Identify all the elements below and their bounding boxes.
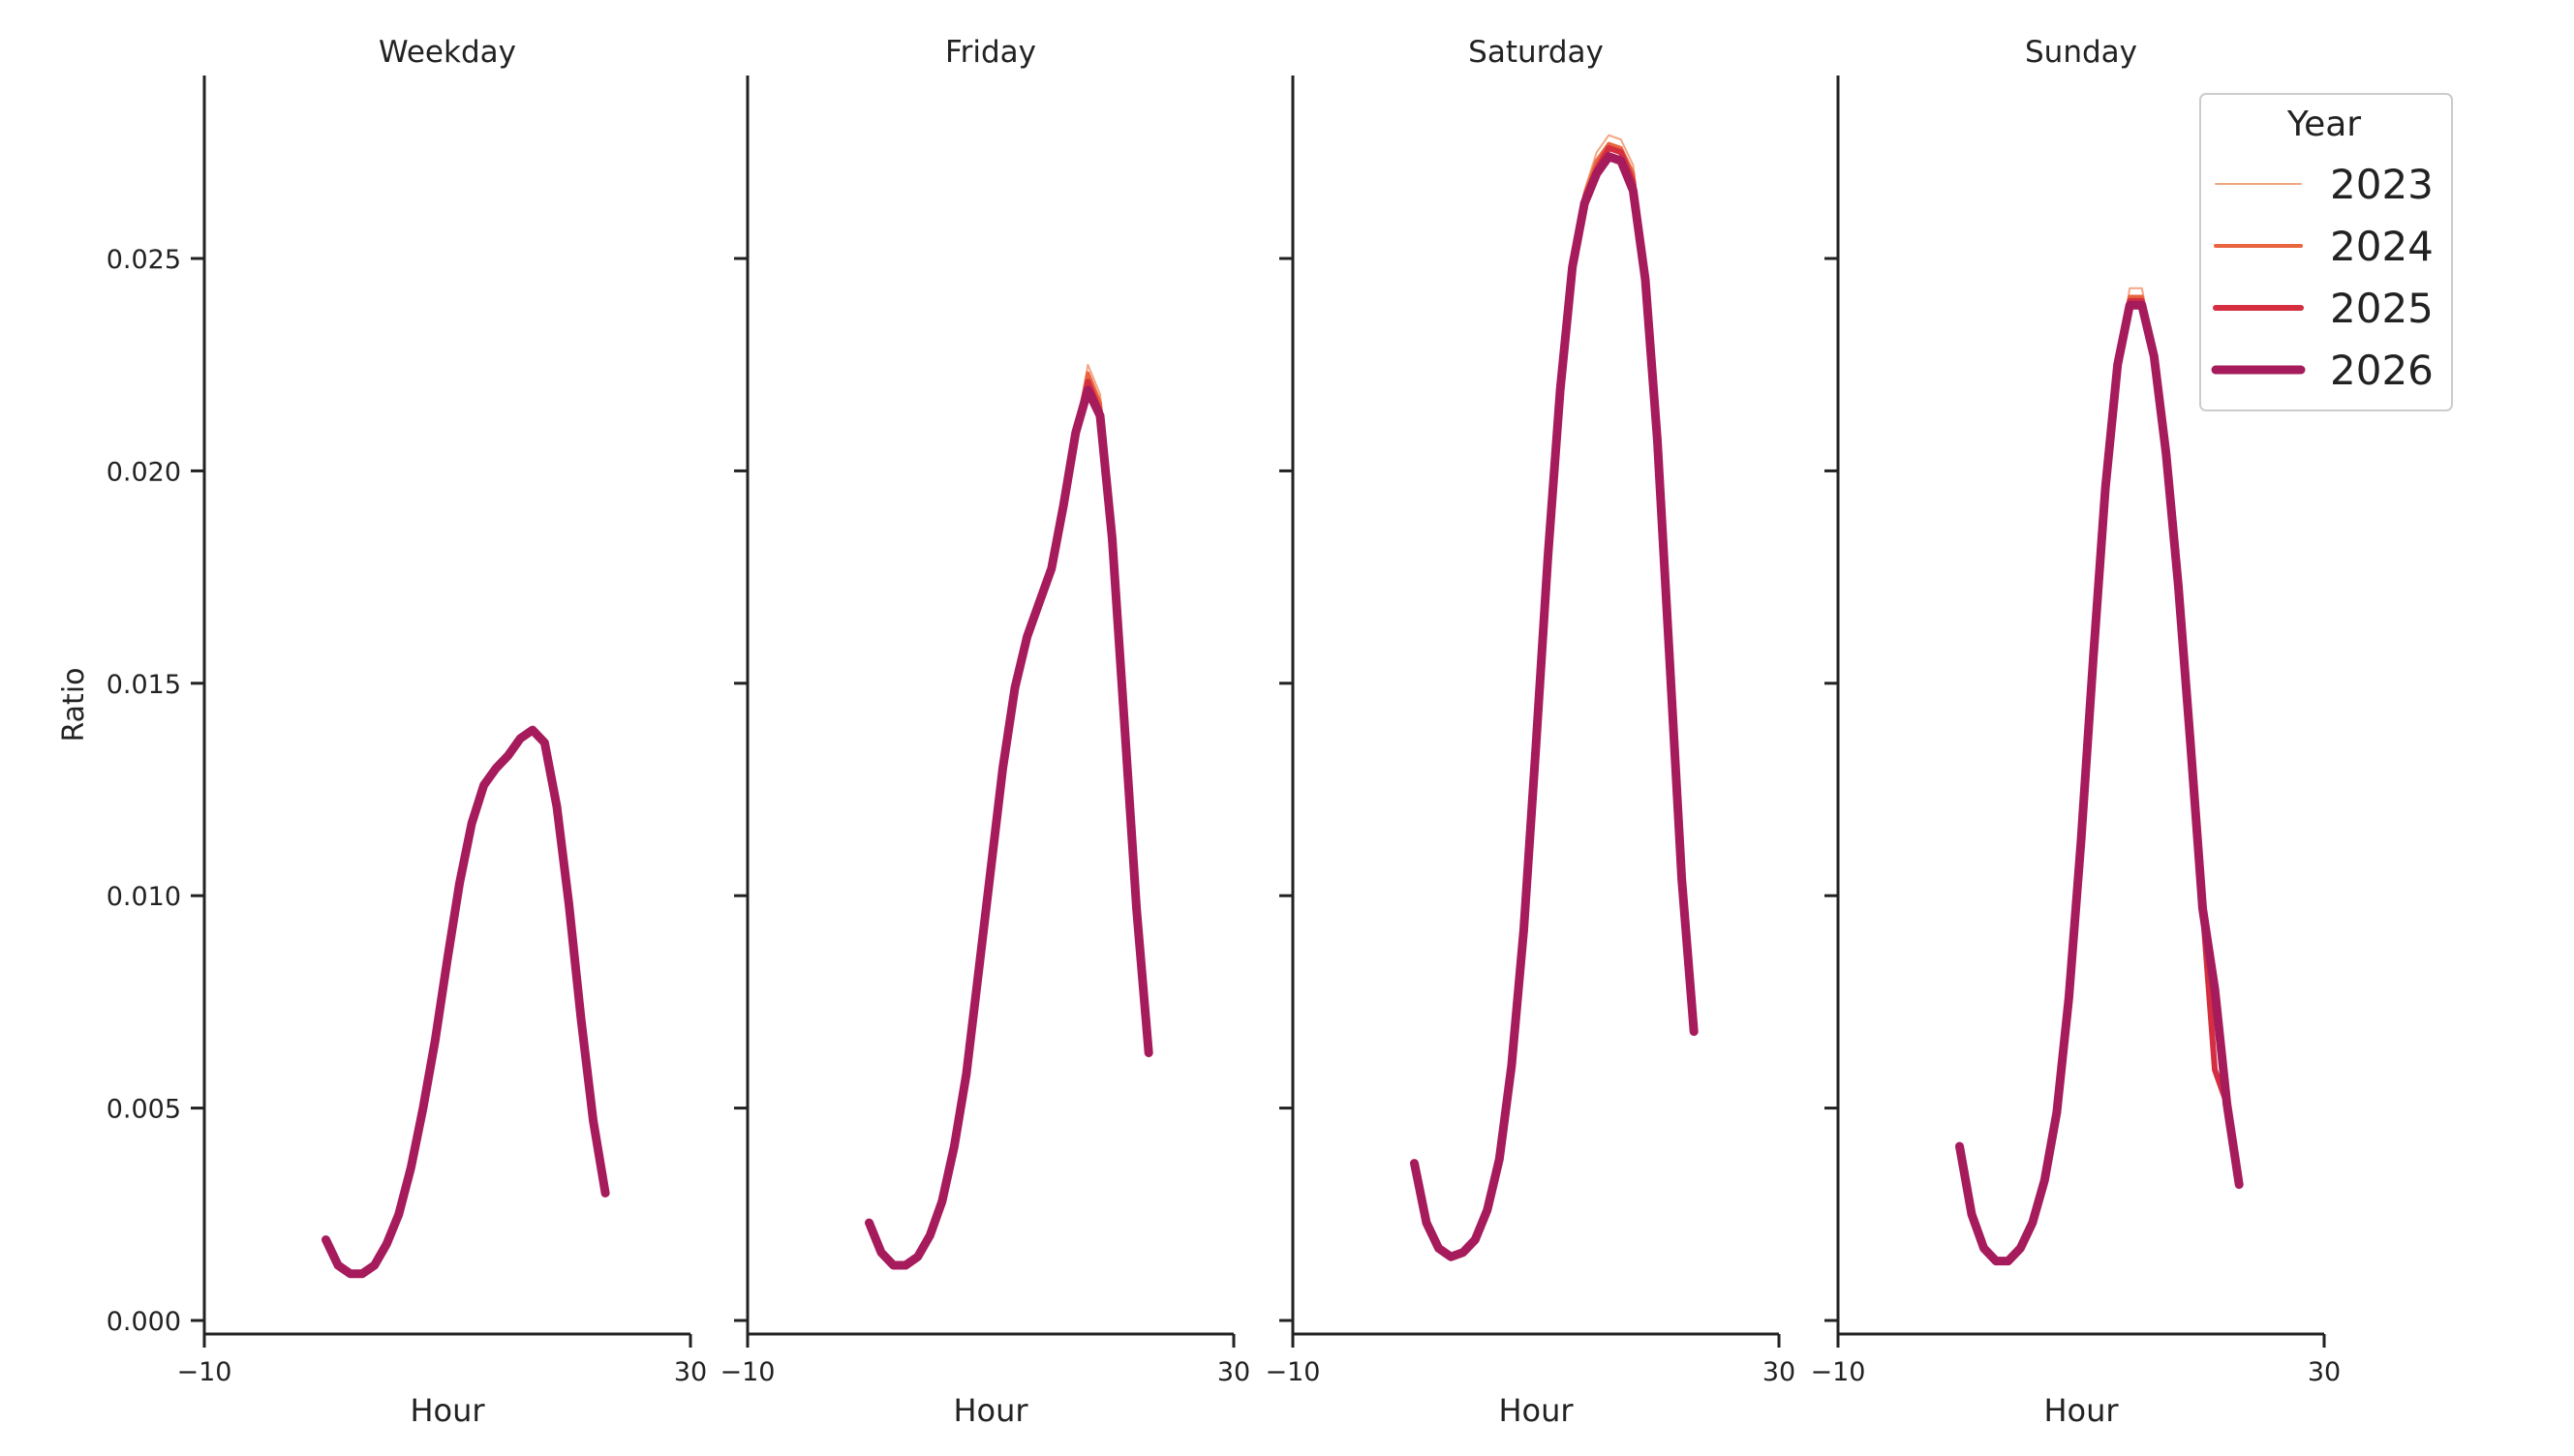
series-line-sunday-2023 bbox=[1958, 287, 2241, 1262]
y-axis-label: Ratio bbox=[57, 667, 91, 742]
series-line-sunday-2026 bbox=[1955, 300, 2244, 1266]
panel-title-friday: Friday bbox=[945, 35, 1036, 70]
y-tick-label: 0.020 bbox=[107, 457, 181, 487]
x-axis-label: Hour bbox=[1498, 1392, 1574, 1429]
y-tick-label: 0.000 bbox=[107, 1307, 181, 1337]
series-line-saturday-2023 bbox=[1413, 134, 1696, 1259]
legend-title: Year bbox=[2286, 105, 2361, 144]
series-line-weekday-2025 bbox=[322, 727, 609, 1277]
x-tick-label: 30 bbox=[1762, 1357, 1795, 1387]
panel-title-sunday: Sunday bbox=[2025, 35, 2137, 70]
x-tick-label: 30 bbox=[674, 1357, 707, 1387]
x-tick-label: −10 bbox=[720, 1357, 776, 1387]
series-line-weekday-2026 bbox=[322, 725, 610, 1279]
x-axis-label: Hour bbox=[953, 1392, 1028, 1429]
x-tick-label: 30 bbox=[2308, 1357, 2341, 1387]
x-tick-label: −10 bbox=[1811, 1357, 1866, 1387]
x-axis-label: Hour bbox=[2043, 1392, 2119, 1429]
legend-label-2025: 2025 bbox=[2330, 285, 2434, 332]
x-axis-label: Hour bbox=[410, 1392, 485, 1429]
series-line-weekday-2024 bbox=[323, 728, 608, 1276]
panel-title-saturday: Saturday bbox=[1468, 35, 1604, 70]
x-tick-label: −10 bbox=[1266, 1357, 1321, 1387]
panel-title-weekday: Weekday bbox=[379, 35, 516, 70]
x-tick-label: −10 bbox=[177, 1357, 232, 1387]
legend-label-2023: 2023 bbox=[2330, 161, 2434, 208]
y-tick-label: 0.005 bbox=[107, 1095, 181, 1125]
legend-box bbox=[2199, 93, 2453, 411]
y-tick-label: 0.025 bbox=[107, 245, 181, 275]
x-tick-label: 30 bbox=[1217, 1357, 1250, 1387]
legend-label-2026: 2026 bbox=[2330, 347, 2434, 394]
legend-label-2024: 2024 bbox=[2330, 223, 2434, 270]
series-line-saturday-2026 bbox=[1410, 152, 1699, 1261]
series-line-friday-2026 bbox=[865, 385, 1153, 1270]
y-tick-label: 0.015 bbox=[107, 670, 181, 700]
series-line-weekday-2023 bbox=[324, 729, 607, 1275]
y-tick-label: 0.010 bbox=[107, 882, 181, 912]
